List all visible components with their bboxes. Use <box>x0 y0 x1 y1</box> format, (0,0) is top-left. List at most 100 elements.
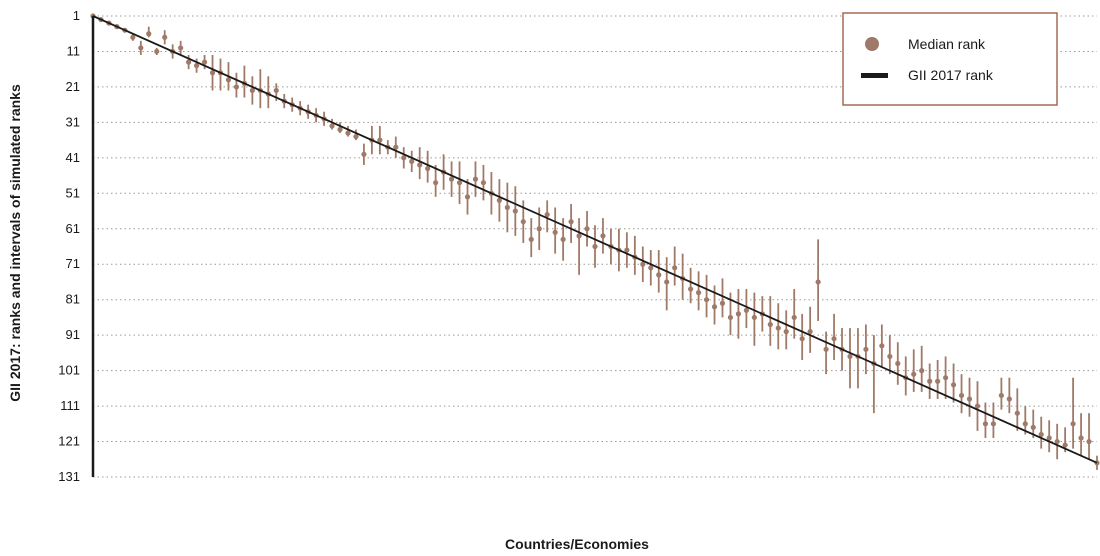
gii-rank-line <box>92 15 1098 464</box>
median-point <box>911 371 917 377</box>
y-tick-label: 111 <box>60 398 80 413</box>
median-point <box>807 329 813 335</box>
median-point <box>998 392 1004 399</box>
median-point <box>186 59 192 65</box>
y-tick-label: 41 <box>66 150 80 165</box>
median-point <box>584 226 590 232</box>
median-point <box>464 194 471 200</box>
median-point <box>1046 435 1052 441</box>
median-rank-series <box>90 13 1100 470</box>
y-tick-label: 71 <box>66 256 80 271</box>
median-point <box>592 243 598 250</box>
median-point <box>233 84 240 90</box>
median-point <box>496 197 502 203</box>
median-point <box>751 314 757 321</box>
median-point <box>345 130 351 136</box>
median-point <box>648 265 654 271</box>
median-point <box>990 421 997 427</box>
median-point <box>1030 424 1036 430</box>
median-point <box>472 176 479 182</box>
median-point <box>600 233 606 239</box>
median-point <box>799 336 805 342</box>
median-point <box>409 158 415 164</box>
median-point <box>552 229 558 235</box>
median-point <box>735 311 742 317</box>
median-point <box>895 360 901 367</box>
median-point <box>1022 421 1028 427</box>
legend-gii-marker <box>861 73 888 78</box>
gii-rank-line-series <box>92 15 1098 464</box>
median-point <box>417 162 423 168</box>
median-point <box>966 396 973 402</box>
median-point <box>1070 421 1076 427</box>
median-point <box>1086 438 1092 445</box>
median-point <box>672 265 678 271</box>
median-point <box>950 382 957 388</box>
median-point <box>425 165 431 172</box>
median-point <box>193 63 200 69</box>
median-point <box>209 70 216 76</box>
y-tick-label: 11 <box>67 43 81 58</box>
median-point <box>624 247 630 253</box>
y-tick-label: 131 <box>58 469 80 484</box>
median-point <box>560 236 566 243</box>
median-point <box>815 279 821 285</box>
median-point <box>935 378 941 384</box>
median-point <box>775 325 781 331</box>
median-point <box>1054 438 1060 445</box>
median-point <box>664 279 670 285</box>
median-point <box>504 204 510 211</box>
median-point <box>863 346 869 352</box>
median-point <box>353 133 359 140</box>
median-point <box>982 421 989 427</box>
median-point <box>767 321 773 328</box>
median-point <box>154 48 160 55</box>
median-point <box>695 290 702 296</box>
median-point <box>138 45 144 51</box>
median-point <box>640 261 646 267</box>
median-point <box>823 346 829 352</box>
median-point <box>927 378 933 384</box>
legend-gii-label: GII 2017 rank <box>908 67 994 83</box>
median-point <box>847 353 853 360</box>
median-point <box>401 155 407 161</box>
median-point <box>361 151 367 157</box>
y-tick-label: 91 <box>66 327 80 342</box>
median-point <box>1014 410 1020 416</box>
y-tick-label: 1 <box>73 8 80 23</box>
median-point <box>146 31 152 37</box>
median-point <box>831 336 837 342</box>
median-point <box>719 300 726 306</box>
median-point <box>576 233 582 239</box>
median-point <box>520 219 526 225</box>
median-point <box>943 375 949 381</box>
median-point <box>273 87 279 94</box>
median-point <box>536 226 542 232</box>
median-point <box>887 353 893 360</box>
median-point <box>568 219 574 225</box>
y-tick-label: 21 <box>66 79 80 94</box>
legend-box <box>842 12 1058 106</box>
median-point <box>130 34 136 40</box>
median-point <box>879 343 885 349</box>
median-point <box>688 286 694 292</box>
median-point <box>1006 396 1012 402</box>
median-point <box>329 123 335 129</box>
y-axis-title: GII 2017: ranks and intervals of simulat… <box>7 84 23 402</box>
median-point <box>225 77 232 83</box>
median-point <box>201 59 208 65</box>
median-point <box>433 180 439 186</box>
median-point <box>162 34 168 40</box>
median-point <box>958 392 965 399</box>
legend-median-marker <box>865 37 879 51</box>
median-point <box>480 180 487 186</box>
median-point <box>1078 435 1084 441</box>
y-tick-label: 81 <box>66 292 80 307</box>
legend-median-label: Median rank <box>908 36 986 52</box>
median-point <box>337 126 343 133</box>
y-tick-label: 51 <box>66 185 80 200</box>
median-point <box>783 329 789 335</box>
median-point <box>703 297 710 303</box>
median-point <box>393 144 399 150</box>
